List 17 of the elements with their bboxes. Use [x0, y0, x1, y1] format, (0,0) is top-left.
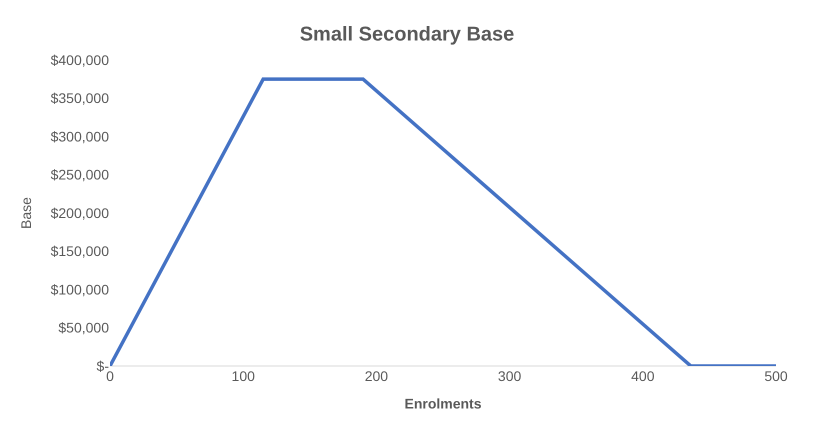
y-tick-label: $150,000 — [50, 243, 110, 260]
y-axis-title: Base — [18, 196, 34, 229]
y-tick-label: $300,000 — [50, 128, 110, 144]
y-tick-label: $100,000 — [50, 281, 110, 298]
chart-title: Small Secondary Base — [300, 23, 514, 46]
x-tick-label: 100 — [232, 368, 256, 384]
x-tick-label: 400 — [631, 368, 655, 384]
x-axis-title: Enrolments — [404, 395, 482, 412]
x-tick-label: 300 — [498, 368, 522, 384]
x-tick-label: 500 — [764, 368, 788, 384]
x-tick-label: 0 — [106, 368, 114, 384]
y-tick-label: $250,000 — [50, 166, 110, 183]
y-tick-label: $350,000 — [50, 90, 110, 106]
x-tick-label: 200 — [364, 368, 388, 384]
y-tick-label: $200,000 — [50, 204, 110, 221]
y-tick-label: $400,000 — [50, 52, 110, 68]
y-tick-label: $50,000 — [58, 320, 110, 336]
